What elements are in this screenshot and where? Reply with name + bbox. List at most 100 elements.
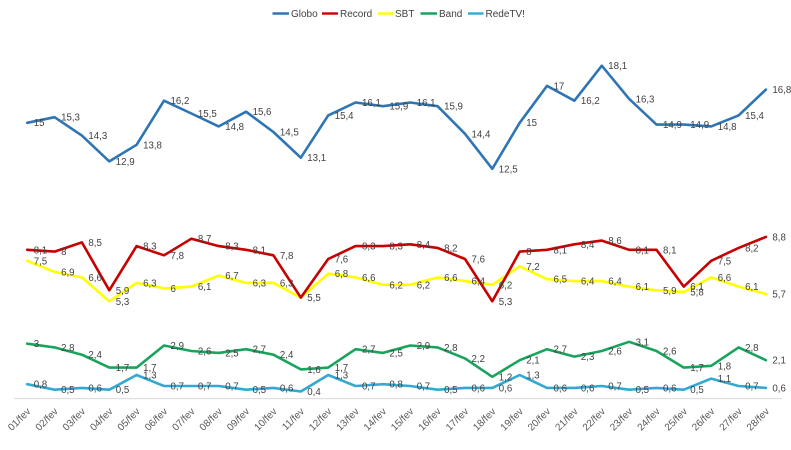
svg-text:14,5: 14,5 (280, 128, 299, 139)
svg-text:0,7: 0,7 (171, 382, 184, 393)
svg-text:0,6: 0,6 (88, 383, 101, 394)
svg-text:Record: Record (340, 9, 372, 20)
svg-text:6,3: 6,3 (280, 278, 293, 289)
svg-text:2,9: 2,9 (171, 341, 184, 352)
svg-text:8,6: 8,6 (608, 236, 621, 247)
svg-text:13,1: 13,1 (307, 153, 326, 164)
svg-text:15,4: 15,4 (745, 111, 764, 122)
svg-text:6,6: 6,6 (718, 273, 731, 284)
svg-text:6,5: 6,5 (554, 275, 567, 286)
svg-text:8,4: 8,4 (581, 240, 595, 251)
svg-text:6,1: 6,1 (690, 282, 703, 293)
svg-text:8,1: 8,1 (554, 245, 567, 256)
svg-text:6,1: 6,1 (636, 282, 649, 293)
svg-text:0,7: 0,7 (198, 382, 211, 393)
svg-text:5,3: 5,3 (116, 297, 129, 308)
svg-text:6: 6 (171, 284, 176, 295)
svg-text:8,1: 8,1 (253, 245, 266, 256)
svg-text:0,6: 0,6 (499, 383, 512, 394)
svg-text:6,2: 6,2 (389, 280, 402, 291)
svg-text:2,9: 2,9 (417, 341, 430, 352)
svg-text:5,3: 5,3 (499, 297, 512, 308)
svg-text:6,7: 6,7 (225, 271, 238, 282)
svg-text:0,6: 0,6 (663, 383, 676, 394)
svg-text:Band: Band (439, 9, 462, 20)
svg-text:5,8: 5,8 (690, 288, 703, 299)
svg-text:16,1: 16,1 (362, 98, 381, 109)
svg-text:8,3: 8,3 (389, 242, 402, 253)
svg-text:2,4: 2,4 (88, 350, 102, 361)
svg-text:7,8: 7,8 (280, 251, 293, 262)
svg-text:2,5: 2,5 (225, 348, 238, 359)
svg-text:12,5: 12,5 (499, 164, 518, 175)
svg-text:1,7: 1,7 (690, 363, 703, 374)
svg-text:1,8: 1,8 (718, 361, 731, 372)
svg-text:6,3: 6,3 (143, 278, 156, 289)
svg-text:8,1: 8,1 (34, 245, 47, 256)
svg-text:8,1: 8,1 (663, 245, 676, 256)
svg-text:0,6: 0,6 (772, 383, 785, 394)
svg-text:1,6: 1,6 (307, 365, 320, 376)
svg-text:8,3: 8,3 (225, 242, 238, 253)
svg-text:8,2: 8,2 (444, 243, 457, 254)
svg-text:8,8: 8,8 (772, 232, 785, 243)
svg-text:16,2: 16,2 (581, 96, 600, 107)
svg-text:7,6: 7,6 (472, 255, 485, 266)
svg-text:16,8: 16,8 (772, 85, 791, 96)
svg-text:0,6: 0,6 (554, 383, 567, 394)
svg-text:1,7: 1,7 (116, 363, 129, 374)
svg-text:6,2: 6,2 (417, 280, 430, 291)
svg-text:6,9: 6,9 (61, 267, 74, 278)
svg-text:0,6: 0,6 (280, 383, 293, 394)
svg-text:18,1: 18,1 (608, 61, 627, 72)
svg-text:0,8: 0,8 (389, 380, 402, 391)
svg-text:7,5: 7,5 (718, 256, 731, 267)
svg-text:2,1: 2,1 (772, 356, 785, 367)
svg-text:0,5: 0,5 (61, 385, 74, 396)
svg-text:2,7: 2,7 (362, 345, 375, 356)
svg-text:0,5: 0,5 (116, 385, 129, 396)
svg-text:0,7: 0,7 (417, 382, 430, 393)
svg-text:14,9: 14,9 (663, 120, 682, 131)
svg-text:0,7: 0,7 (225, 382, 238, 393)
svg-text:6,8: 6,8 (335, 269, 348, 280)
svg-text:14,4: 14,4 (472, 129, 491, 140)
svg-text:14,3: 14,3 (88, 131, 107, 142)
svg-text:6,6: 6,6 (444, 273, 457, 284)
svg-text:2,4: 2,4 (280, 350, 294, 361)
svg-text:0,7: 0,7 (362, 382, 375, 393)
svg-text:6,2: 6,2 (499, 280, 512, 291)
svg-text:8,2: 8,2 (745, 243, 758, 254)
svg-text:0,5: 0,5 (444, 385, 457, 396)
svg-text:1,3: 1,3 (335, 371, 348, 382)
svg-text:2,5: 2,5 (389, 348, 402, 359)
svg-text:13,8: 13,8 (143, 140, 162, 151)
svg-text:17: 17 (554, 81, 565, 92)
svg-text:1,7: 1,7 (143, 363, 156, 374)
svg-text:15,9: 15,9 (444, 102, 463, 113)
svg-text:8,1: 8,1 (636, 245, 649, 256)
svg-text:SBT: SBT (395, 9, 414, 20)
svg-text:0,6: 0,6 (581, 383, 594, 394)
svg-text:14,9: 14,9 (690, 120, 709, 131)
svg-text:15,9: 15,9 (389, 102, 408, 113)
svg-text:8,7: 8,7 (198, 234, 211, 245)
svg-text:6,4: 6,4 (608, 277, 622, 288)
svg-text:1,2: 1,2 (499, 372, 512, 383)
svg-text:1,3: 1,3 (143, 371, 156, 382)
svg-text:6,1: 6,1 (198, 282, 211, 293)
svg-text:2,8: 2,8 (745, 343, 758, 354)
svg-text:2,8: 2,8 (61, 343, 74, 354)
svg-text:6,4: 6,4 (472, 277, 486, 288)
svg-text:2,7: 2,7 (253, 345, 266, 356)
svg-text:15,6: 15,6 (253, 107, 272, 118)
svg-text:8,3: 8,3 (362, 242, 375, 253)
svg-text:7,8: 7,8 (171, 251, 184, 262)
svg-text:2,8: 2,8 (444, 343, 457, 354)
svg-text:8,5: 8,5 (88, 238, 101, 249)
svg-text:2,3: 2,3 (581, 352, 594, 363)
svg-text:6,1: 6,1 (745, 282, 758, 293)
svg-text:8: 8 (61, 247, 66, 258)
svg-text:16,1: 16,1 (417, 98, 436, 109)
svg-text:0,6: 0,6 (472, 383, 485, 394)
